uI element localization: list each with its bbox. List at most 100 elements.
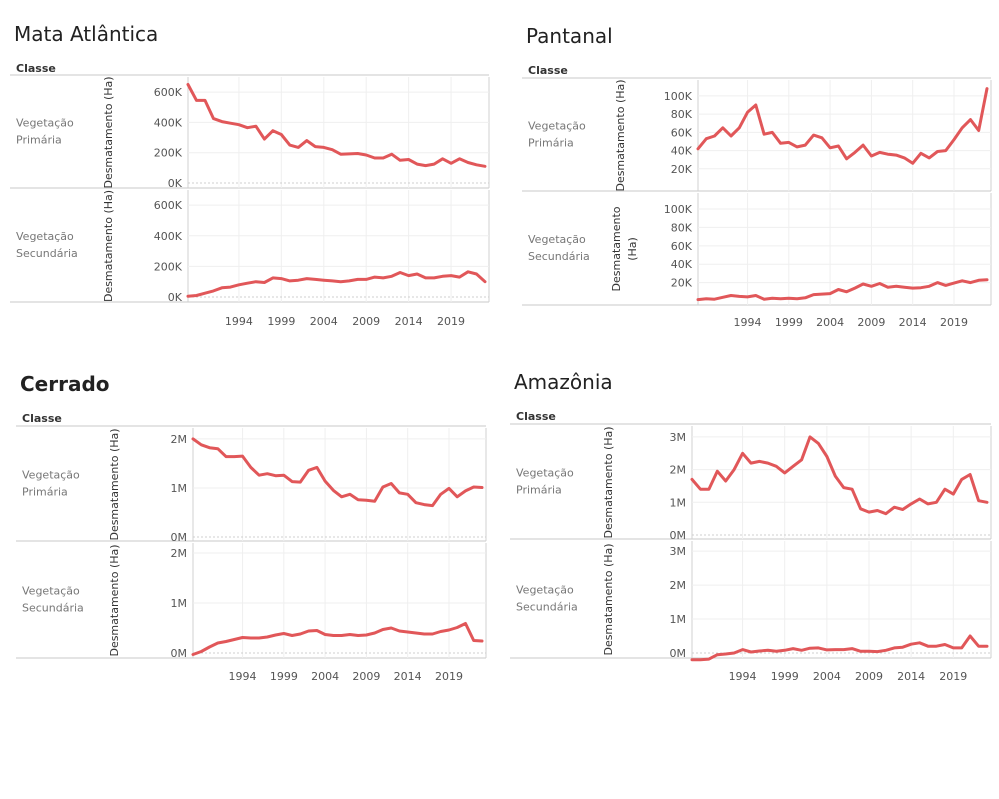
- chart1-y-axis-title: Desmatamento (Ha): [102, 76, 115, 188]
- chart1-row-label-line: Vegetação: [16, 117, 74, 130]
- chart2-y-tick-label: 100K: [664, 203, 693, 216]
- chart1-title: Mata Atlântica: [14, 22, 158, 46]
- chart2-y-tick-label: 60K: [671, 240, 693, 253]
- chart4-row-label-line: Primária: [516, 484, 562, 497]
- chart4-y-tick-label: 2M: [670, 464, 687, 477]
- chart4-y-tick-label: 3M: [670, 431, 687, 444]
- chart2-row-label-line: Vegetação: [528, 120, 586, 133]
- chart4-row-label-line: Vegetação: [516, 584, 574, 597]
- chart2-row-header: Classe: [528, 64, 568, 77]
- chart1-row-label-line: Primária: [16, 134, 62, 147]
- chart1-row-label-line: Vegetação: [16, 230, 74, 243]
- chart2-x-tick-label: 2019: [940, 316, 968, 329]
- chart1-series-line: [186, 270, 487, 298]
- chart1-row-header: Classe: [16, 62, 56, 75]
- chart2-row-label-line: Primária: [528, 137, 574, 150]
- chart3-row-label-line: Vegetação: [22, 469, 80, 482]
- chart3-x-tick-label: 2009: [352, 670, 380, 683]
- chart3-row-label-line: Primária: [22, 486, 68, 499]
- chart2-y-tick-label: 40K: [671, 145, 693, 158]
- chart2-x-tick-label: 2004: [816, 316, 844, 329]
- chart3-x-tick-label: 1999: [270, 670, 298, 683]
- chart4-x-tick-label: 1994: [729, 670, 757, 683]
- chart2-y-tick-label: 80K: [671, 221, 693, 234]
- chart1-y-tick-label: 600K: [154, 199, 183, 212]
- chart4-x-tick-label: 2019: [939, 670, 967, 683]
- chart2-y-tick-label: 80K: [671, 108, 693, 121]
- chart3-y-tick-label: 0M: [171, 647, 188, 660]
- chart4-row-header: Classe: [516, 410, 556, 423]
- chart2-row-label: Vegetação Primária: [528, 120, 586, 150]
- chart3-row-label-line: Vegetação: [22, 585, 80, 598]
- chart2-y-axis-title: Desmatamento (Ha): [610, 206, 639, 291]
- chart4-y-axis-title: Desmatamento (Ha): [602, 426, 615, 538]
- chart4-y-axis-title: Desmatamento (Ha): [602, 543, 615, 655]
- chart4-y-tick-label: 3M: [670, 545, 687, 558]
- chart4-title: Amazônia: [514, 370, 613, 394]
- chart2-y-tick-label: 40K: [671, 258, 693, 271]
- chart3-y-tick-label: 2M: [171, 433, 188, 446]
- chart4-x-tick-label: 2004: [813, 670, 841, 683]
- chart4-row-label-line: Secundária: [516, 601, 578, 614]
- chart1-y-tick-label: 600K: [154, 86, 183, 99]
- chart4-y-tick-label: 0M: [670, 529, 687, 542]
- chart4-x-tick-label: 2009: [855, 670, 883, 683]
- chart2-x-tick-label: 1999: [775, 316, 803, 329]
- chart1-series-line: [186, 83, 487, 168]
- chart3-series-line: [191, 622, 484, 656]
- chart1-y-tick-label: 200K: [154, 147, 183, 160]
- chart1-x-tick-label: 1999: [267, 315, 295, 328]
- chart2-row-label-line: Vegetação: [528, 233, 586, 246]
- chart4-row-label: Vegetação Primária: [516, 467, 574, 497]
- chart2-y-axis-title-line: Desmatamento: [610, 206, 623, 291]
- chart3-row-header: Classe: [22, 412, 62, 425]
- chart3-y-tick-label: 1M: [171, 597, 188, 610]
- chart3-x-tick-label: 2004: [311, 670, 339, 683]
- chart2-y-axis-title: Desmatamento (Ha): [614, 79, 627, 191]
- chart2-series-line: [696, 278, 989, 302]
- chart1-x-tick-label: 2009: [352, 315, 380, 328]
- chart2-series-line: [696, 87, 989, 165]
- chart3-y-axis-title: Desmatamento (Ha): [108, 428, 121, 540]
- chart1-y-axis-title: Desmatamento (Ha): [102, 190, 115, 302]
- chart1-y-tick-label: 400K: [154, 230, 183, 243]
- chart1-y-tick-label: 0K: [168, 291, 183, 304]
- chart3-y-tick-label: 0M: [171, 531, 188, 544]
- chart4-y-tick-label: 0M: [670, 647, 687, 660]
- chart4-row-label: Vegetação Secundária: [516, 584, 578, 614]
- chart4-y-tick-label: 2M: [670, 579, 687, 592]
- chart2-y-axis-title-line: (Ha): [626, 237, 639, 261]
- chart4-row-label-line: Vegetação: [516, 467, 574, 480]
- chart3-y-tick-label: 2M: [171, 547, 188, 560]
- chart2-x-tick-label: 2009: [857, 316, 885, 329]
- chart4-series-line: [690, 634, 989, 662]
- chart1-y-tick-label: 200K: [154, 260, 183, 273]
- chart1-x-tick-label: 1994: [225, 315, 253, 328]
- chart1-x-tick-label: 2004: [310, 315, 338, 328]
- chart3-x-tick-label: 2019: [435, 670, 463, 683]
- chart3-row-label: Vegetação Secundária: [22, 585, 84, 615]
- chart1-y-tick-label: 0K: [168, 177, 183, 190]
- chart2-y-tick-label: 20K: [671, 277, 693, 290]
- chart4-x-tick-label: 2014: [897, 670, 925, 683]
- chart4-x-tick-label: 1999: [771, 670, 799, 683]
- chart1-x-tick-label: 2014: [395, 315, 423, 328]
- chart2-row-label: Vegetação Secundária: [528, 233, 590, 263]
- chart3-y-axis-title: Desmatamento (Ha): [108, 544, 121, 656]
- chart4-y-tick-label: 1M: [670, 613, 687, 626]
- chart2-y-tick-label: 20K: [671, 163, 693, 176]
- chart3-x-tick-label: 2014: [394, 670, 422, 683]
- chart3-series-line: [191, 437, 484, 508]
- chart2-x-tick-label: 2014: [899, 316, 927, 329]
- chart1-x-tick-label: 2019: [437, 315, 465, 328]
- chart4-series-line: [690, 435, 989, 516]
- chart1-row-label: Vegetação Secundária: [16, 230, 78, 260]
- chart1-row-label-line: Secundária: [16, 247, 78, 260]
- chart1-row-label: Vegetação Primária: [16, 117, 74, 147]
- chart3-y-tick-label: 1M: [171, 482, 188, 495]
- chart2-row-label-line: Secundária: [528, 250, 590, 263]
- chart4-y-tick-label: 1M: [670, 496, 687, 509]
- chart2-y-tick-label: 100K: [664, 90, 693, 103]
- chart2-x-tick-label: 1994: [734, 316, 762, 329]
- chart2-y-tick-label: 60K: [671, 126, 693, 139]
